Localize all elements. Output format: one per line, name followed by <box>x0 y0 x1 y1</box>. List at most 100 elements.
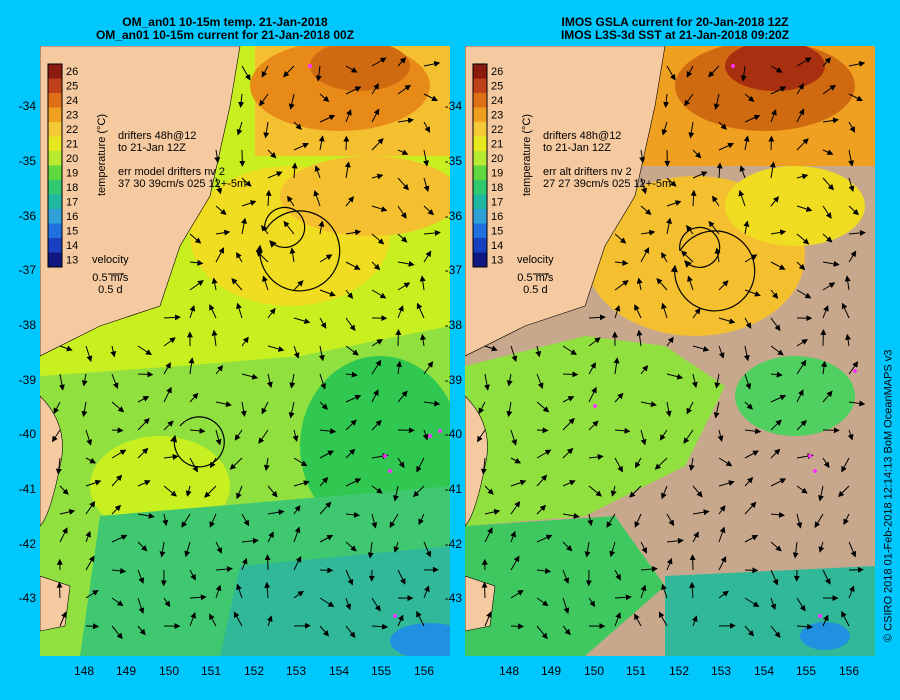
current-vector <box>85 623 100 630</box>
current-vector <box>654 457 668 470</box>
lat-tick: -38 <box>444 318 462 332</box>
current-vector <box>241 200 257 207</box>
current-vector <box>770 569 779 586</box>
current-vector <box>85 555 95 571</box>
current-vector <box>423 177 430 193</box>
current-vector <box>584 541 591 558</box>
current-vector <box>683 429 694 444</box>
current-vector <box>822 457 830 469</box>
current-vector <box>238 93 245 108</box>
current-vector <box>163 362 171 375</box>
current-vector <box>263 121 270 139</box>
current-vector <box>137 541 148 552</box>
current-vector <box>264 581 271 599</box>
current-vector <box>395 329 402 347</box>
current-vector <box>848 60 866 67</box>
current-vector <box>614 304 621 319</box>
current-vector <box>58 373 65 391</box>
lat-tick: -40 <box>444 427 462 441</box>
current-vector <box>85 589 99 599</box>
colorbar-swatch <box>473 252 487 267</box>
current-vector <box>822 260 840 267</box>
current-vector <box>692 345 710 352</box>
current-vector <box>690 189 697 207</box>
current-vector <box>796 389 804 403</box>
current-vector <box>137 625 146 636</box>
colorbar-swatch <box>48 151 62 166</box>
current-vector <box>562 345 577 356</box>
lon-tick: 156 <box>838 664 860 678</box>
current-vector <box>712 195 720 207</box>
current-vector <box>666 537 684 544</box>
current-vector <box>562 597 570 614</box>
current-vector <box>744 289 761 297</box>
current-vector <box>371 83 380 95</box>
current-vector <box>397 205 407 219</box>
current-vector <box>822 390 833 403</box>
current-vector <box>796 205 813 212</box>
current-vector <box>211 329 218 347</box>
current-vector <box>267 307 276 319</box>
current-vector <box>181 513 191 528</box>
current-vector <box>661 251 668 263</box>
current-vector <box>510 623 525 630</box>
current-vector <box>796 261 806 271</box>
current-vector <box>189 427 206 434</box>
current-vector <box>536 474 548 487</box>
current-vector <box>614 594 632 601</box>
current-vector <box>692 307 701 319</box>
current-vector <box>770 229 787 236</box>
current-vector <box>263 457 270 472</box>
current-vector <box>796 233 810 245</box>
current-vector <box>845 333 852 347</box>
colorbar-tick: 21 <box>491 139 503 151</box>
left-err-line1: err model drifters nv 2 <box>118 166 225 178</box>
colorbar-swatch <box>48 136 62 151</box>
current-vector <box>319 477 329 487</box>
colorbar-tick: 13 <box>491 255 503 267</box>
current-vector <box>796 339 808 347</box>
current-vector <box>770 345 784 356</box>
current-vector <box>345 419 357 431</box>
current-vector <box>636 277 643 291</box>
colorbar-tick: 23 <box>491 110 503 122</box>
current-vector <box>822 205 832 219</box>
left-map[interactable]: 26 25 24 23 22 21 20 19 18 17 16 15 14 13 temperature… <box>40 46 450 656</box>
current-vector <box>265 189 272 207</box>
current-vector <box>371 261 381 271</box>
current-vector <box>588 386 597 403</box>
colorbar-tick: 24 <box>491 95 503 107</box>
lon-tick: 156 <box>413 664 435 678</box>
current-vector <box>744 501 757 515</box>
current-vector <box>713 93 720 110</box>
right-map[interactable]: 26 25 24 23 22 21 20 19 18 17 16 15 14 13 temperature… <box>465 46 875 656</box>
right-drifter-text: drifters 48h@12 to 21-Jan 12Z <box>543 130 621 154</box>
current-vector <box>188 357 195 375</box>
left-err-text: err model drifters nv 2 37 30 39cm/s 025… <box>118 166 246 190</box>
lon-tick: 154 <box>753 664 775 678</box>
lat-tick: -36 <box>18 209 36 223</box>
current-vector <box>418 513 425 526</box>
current-vector <box>744 114 761 123</box>
current-vector <box>189 233 202 244</box>
current-vector <box>614 612 621 627</box>
current-vector <box>841 302 850 319</box>
current-vector <box>241 373 259 380</box>
current-vector <box>770 597 777 611</box>
current-vector <box>209 457 217 469</box>
current-vector <box>480 457 487 475</box>
current-vector <box>111 597 124 607</box>
current-vector <box>319 535 334 543</box>
current-vector <box>666 336 674 347</box>
colorbar-tick: 21 <box>66 139 78 151</box>
current-vector <box>345 196 355 207</box>
current-vector <box>371 623 389 630</box>
current-vector <box>397 117 414 124</box>
current-vector <box>260 225 269 235</box>
current-vector <box>770 289 779 299</box>
colorbar-tick: 14 <box>66 240 78 252</box>
current-vector <box>291 162 298 179</box>
current-vector <box>837 485 850 498</box>
current-vector <box>371 597 381 612</box>
colorbar-swatch <box>473 180 487 195</box>
